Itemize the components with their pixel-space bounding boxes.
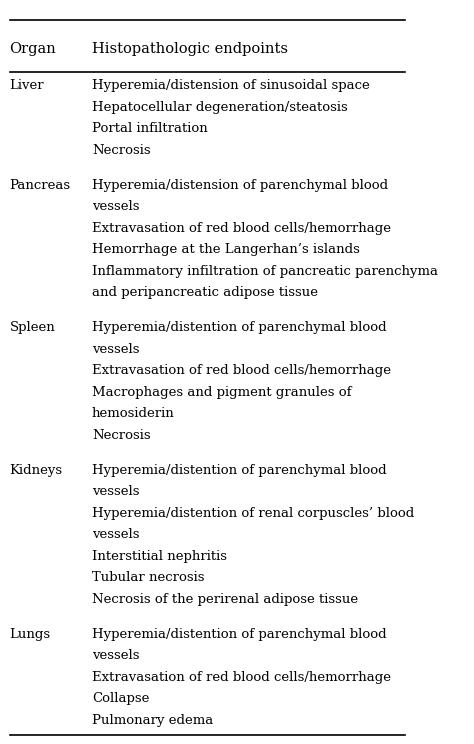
- Text: and peripancreatic adipose tissue: and peripancreatic adipose tissue: [92, 286, 318, 299]
- Text: Pancreas: Pancreas: [9, 179, 71, 192]
- Text: Inflammatory infiltration of pancreatic parenchyma: Inflammatory infiltration of pancreatic …: [92, 265, 438, 278]
- Text: vessels: vessels: [92, 343, 139, 356]
- Text: Hyperemia/distension of parenchymal blood: Hyperemia/distension of parenchymal bloo…: [92, 179, 388, 192]
- Text: Hyperemia/distention of parenchymal blood: Hyperemia/distention of parenchymal bloo…: [92, 628, 387, 641]
- Text: Collapse: Collapse: [92, 692, 149, 705]
- Text: hemosiderin: hemosiderin: [92, 407, 175, 420]
- Text: Organ: Organ: [9, 42, 56, 56]
- Text: Extravasation of red blood cells/hemorrhage: Extravasation of red blood cells/hemorrh…: [92, 670, 391, 684]
- Text: vessels: vessels: [92, 528, 139, 541]
- Text: Histopathologic endpoints: Histopathologic endpoints: [92, 42, 288, 56]
- Text: Extravasation of red blood cells/hemorrhage: Extravasation of red blood cells/hemorrh…: [92, 222, 391, 234]
- Text: Liver: Liver: [9, 79, 44, 92]
- Text: Pulmonary edema: Pulmonary edema: [92, 713, 213, 727]
- Text: Portal infiltration: Portal infiltration: [92, 122, 208, 135]
- Text: Necrosis: Necrosis: [92, 144, 151, 157]
- Text: Hyperemia/distension of sinusoidal space: Hyperemia/distension of sinusoidal space: [92, 79, 370, 92]
- Text: vessels: vessels: [92, 200, 139, 214]
- Text: Hemorrhage at the Langerhan’s islands: Hemorrhage at the Langerhan’s islands: [92, 243, 360, 256]
- Text: Spleen: Spleen: [9, 321, 55, 334]
- Text: Kidneys: Kidneys: [9, 464, 63, 477]
- Text: Hyperemia/distention of renal corpuscles’ blood: Hyperemia/distention of renal corpuscles…: [92, 507, 414, 519]
- Text: Necrosis: Necrosis: [92, 429, 151, 442]
- Text: Macrophages and pigment granules of: Macrophages and pigment granules of: [92, 385, 352, 399]
- Text: vessels: vessels: [92, 485, 139, 498]
- Text: Tubular necrosis: Tubular necrosis: [92, 571, 204, 584]
- Text: Necrosis of the perirenal adipose tissue: Necrosis of the perirenal adipose tissue: [92, 593, 358, 606]
- Text: Hyperemia/distention of parenchymal blood: Hyperemia/distention of parenchymal bloo…: [92, 464, 387, 477]
- Text: Extravasation of red blood cells/hemorrhage: Extravasation of red blood cells/hemorrh…: [92, 364, 391, 377]
- Text: Hepatocellular degeneration/steatosis: Hepatocellular degeneration/steatosis: [92, 100, 348, 114]
- Text: Hyperemia/distention of parenchymal blood: Hyperemia/distention of parenchymal bloo…: [92, 321, 387, 334]
- Text: Lungs: Lungs: [9, 628, 51, 641]
- Text: vessels: vessels: [92, 649, 139, 662]
- Text: Interstitial nephritis: Interstitial nephritis: [92, 550, 227, 562]
